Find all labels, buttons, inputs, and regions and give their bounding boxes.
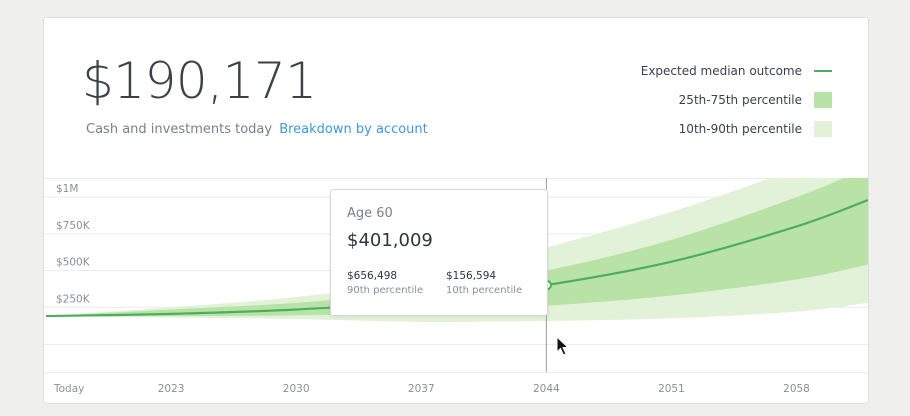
y-tick-label: $250K [56, 293, 91, 305]
tooltip-high-value: $656,498 [347, 270, 398, 282]
legend-item-25-75: 25th-75th percentile [641, 85, 832, 114]
mouse-pointer-icon [556, 336, 570, 356]
x-tick-label: 2051 [658, 383, 685, 395]
x-tick-label: 2037 [408, 383, 435, 395]
y-tick-label: $500K [56, 257, 91, 269]
tooltip-low-value: $156,594 [446, 270, 497, 282]
legend-swatch-10-90 [814, 120, 832, 137]
x-tick-label: 2030 [283, 383, 310, 395]
x-tick-label: 2058 [783, 383, 810, 395]
balance-caption: Cash and investments today Breakdown by … [86, 122, 428, 137]
x-tick-label: 2023 [158, 383, 185, 395]
y-tick-label: $750K [56, 220, 91, 232]
tooltip-high: $656,498 90th percentile [347, 270, 423, 296]
y-tick-label: $1M [56, 183, 78, 195]
total-balance: $190,171 [82, 52, 317, 110]
balance-caption-text: Cash and investments today [86, 122, 273, 137]
chart-tooltip: Age 60 $401,009 $656,498 90th percentile… [330, 189, 548, 316]
legend-label: Expected median outcome [640, 63, 802, 78]
legend-label: 10th-90th percentile [678, 121, 802, 136]
tooltip-value: $401,009 [347, 230, 433, 251]
legend-item-10-90: 10th-90th percentile [641, 114, 832, 143]
x-tick-label: 2044 [533, 383, 560, 395]
legend-swatch-median [814, 69, 832, 72]
legend-swatch-25-75 [814, 91, 832, 108]
legend-label: 25th-75th percentile [678, 92, 802, 107]
x-tick-label: Today [53, 383, 84, 395]
tooltip-low-label: 10th percentile [446, 285, 523, 296]
band-25-75 [46, 178, 868, 317]
legend-item-median: Expected median outcome [641, 56, 832, 85]
tooltip-low: $156,594 10th percentile [446, 270, 522, 296]
chart-legend: Expected median outcome 25th-75th percen… [641, 56, 832, 143]
projection-card: $190,171 Cash and investments today Brea… [43, 17, 869, 404]
breakdown-link[interactable]: Breakdown by account [279, 122, 428, 137]
tooltip-high-label: 90th percentile [347, 285, 424, 296]
tooltip-title: Age 60 [347, 206, 393, 221]
